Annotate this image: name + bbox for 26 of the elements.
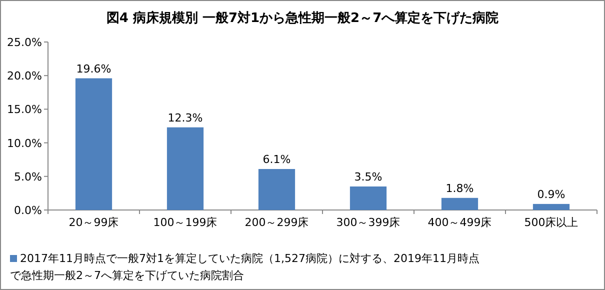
y-tick-label: 20.0% (7, 70, 42, 83)
bar (258, 169, 296, 210)
bar (441, 198, 478, 210)
bar (350, 186, 387, 210)
data-label: 12.3% (168, 111, 203, 124)
x-tick-label: 100～199床 (153, 216, 218, 229)
x-tick-label: 500床以上 (524, 216, 578, 229)
data-label: 19.6% (76, 62, 112, 76)
x-tick-label: 200～299床 (244, 216, 309, 229)
data-label: 3.5% (354, 170, 382, 184)
y-tick-label: 0.0% (14, 204, 42, 217)
y-tick-label: 25.0% (7, 36, 42, 49)
y-tick-label: 5.0% (14, 170, 42, 184)
chart-title: 図4 病床規模別 一般7対1から急性期一般2～7へ算定を下げた病院 (106, 10, 499, 26)
bar (75, 78, 112, 210)
x-tick-label: 300～399床 (336, 216, 400, 229)
x-tick-label: 20～99床 (68, 216, 119, 229)
data-label: 0.9% (537, 188, 566, 201)
x-tick-label: 400～499床 (428, 216, 492, 229)
y-tick-label: 10.0% (7, 136, 42, 150)
y-tick-label: 15.0% (7, 103, 42, 116)
data-label: 1.8% (446, 182, 474, 195)
data-label: 6.1% (262, 153, 291, 166)
bar (532, 204, 570, 210)
bar (166, 127, 204, 210)
legend-label: 2017年11月時点で一般7対1を算定していた病院（1,527病院）に対する、2019年11月時点で急性期一般2～7へ算定を下げていた病院割合 (10, 251, 480, 284)
